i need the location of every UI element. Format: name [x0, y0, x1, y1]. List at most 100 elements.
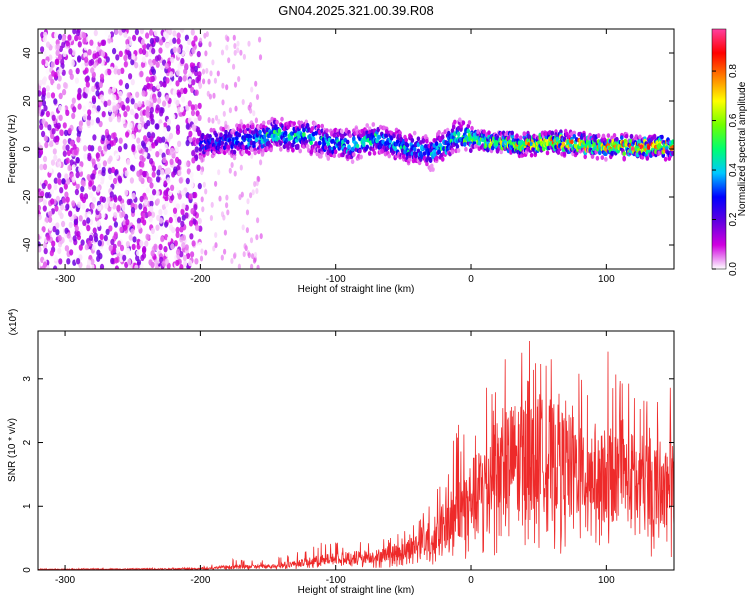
heatmap-cell [137, 144, 142, 151]
heatmap-cell [117, 195, 122, 202]
heatmap-cell [143, 84, 148, 92]
heatmap-cell [165, 148, 170, 155]
heatmap-cell [455, 144, 460, 149]
heatmap-cell [190, 29, 195, 36]
heatmap-cell [305, 144, 310, 149]
heatmap-cell [255, 234, 259, 241]
heatmap-cell [110, 257, 115, 265]
heatmap-cell [125, 247, 131, 254]
heatmap-cell [302, 131, 306, 137]
heatmap-cell [112, 47, 117, 55]
heatmap-cell [66, 149, 71, 157]
heatmap-cell [176, 69, 181, 76]
heatmap-cell [130, 207, 136, 214]
heatmap-cell [179, 251, 184, 258]
heatmap-cell [188, 227, 193, 235]
heatmap-cell [238, 128, 243, 134]
heatmap-cell [164, 62, 169, 70]
heatmap-cell [58, 258, 63, 265]
heatmap-cell [241, 99, 245, 105]
heatmap-cell [289, 135, 294, 141]
heatmap-cell [170, 184, 175, 191]
heatmap-cell [168, 189, 173, 197]
heatmap-cell [190, 177, 195, 185]
heatmap-cell [61, 69, 66, 76]
heatmap-cell [316, 124, 321, 129]
heatmap-cell [261, 120, 266, 126]
heatmap-cell [148, 259, 153, 266]
heatmap-cell [248, 134, 253, 140]
heatmap-cell [62, 122, 67, 129]
heatmap-cell [226, 209, 230, 216]
heatmap-cell [254, 137, 259, 143]
heatmap-cell [425, 138, 429, 144]
heatmap-cell [97, 145, 102, 152]
heatmap-cell [221, 82, 225, 89]
heatmap-cell [258, 54, 263, 61]
heatmap-cell [151, 148, 156, 155]
heatmap-cell [41, 118, 46, 125]
heatmap-cell [242, 251, 246, 258]
heatmap-cell [162, 81, 167, 88]
heatmap-cell [545, 150, 550, 156]
heatmap-cell [84, 56, 89, 63]
heatmap-cell [152, 189, 157, 196]
heatmap-cell [171, 226, 176, 234]
heatmap-cell [59, 212, 64, 219]
heatmap-cell [61, 220, 66, 228]
heatmap-cell [275, 119, 279, 125]
heatmap-cell [660, 134, 664, 140]
heatmap-cell [92, 227, 97, 234]
heatmap-cell [191, 79, 196, 86]
heatmap-cell [89, 191, 94, 198]
heatmap-cell [57, 247, 62, 255]
heatmap-cell [176, 32, 181, 39]
heatmap-cell [115, 247, 120, 254]
heatmap-cell [170, 147, 175, 155]
heatmap-cell [172, 30, 177, 37]
heatmap-cell [155, 36, 160, 43]
heatmap-cell [187, 100, 192, 107]
heatmap-cell [128, 73, 133, 80]
heatmap-cell [59, 187, 64, 194]
heatmap-cell [141, 56, 146, 63]
colorbar-tick-label: 0.0 [728, 262, 739, 276]
heatmap-cell [72, 106, 77, 113]
heatmap-cell [83, 44, 88, 51]
heatmap-cell [89, 39, 94, 46]
heatmap-cell [352, 152, 356, 157]
heatmap-cell [103, 234, 108, 242]
heatmap-cell [201, 68, 206, 75]
heatmap-cell [109, 191, 114, 198]
heatmap-cell [71, 49, 76, 56]
heatmap-cell [115, 54, 120, 61]
heatmap-cell [90, 67, 95, 74]
heatmap-cell [227, 57, 231, 64]
heatmap-cell [461, 120, 466, 126]
heatmap-cell [138, 203, 143, 210]
heatmap-cell [99, 94, 104, 101]
heatmap-cell [177, 193, 182, 200]
heatmap-cell [140, 254, 145, 262]
heatmap-cell [402, 154, 406, 160]
heatmap-cell [146, 131, 151, 138]
heatmap-cell [159, 110, 164, 117]
heatmap-cell [153, 243, 158, 250]
heatmap-cell [317, 140, 322, 146]
heatmap-cell [86, 119, 91, 127]
heatmap-cell [65, 40, 70, 47]
heatmap-cell [139, 195, 144, 203]
heatmap-cell [242, 53, 246, 60]
heatmap-cell [506, 135, 511, 141]
heatmap-cell [203, 32, 207, 39]
heatmap-cell [148, 177, 153, 184]
heatmap-cell [136, 217, 141, 225]
heatmap-cell [612, 133, 617, 138]
colorbar: 0.0 0.2 0.4 0.6 0.8 Normalized spectral ampl… [711, 28, 748, 276]
heatmap-cell [155, 104, 160, 111]
heatmap-cell [40, 46, 45, 53]
heatmap-cell [487, 130, 491, 136]
heatmap-cell [172, 88, 177, 96]
heatmap-cell [140, 38, 146, 46]
heatmap-cell [144, 240, 149, 247]
